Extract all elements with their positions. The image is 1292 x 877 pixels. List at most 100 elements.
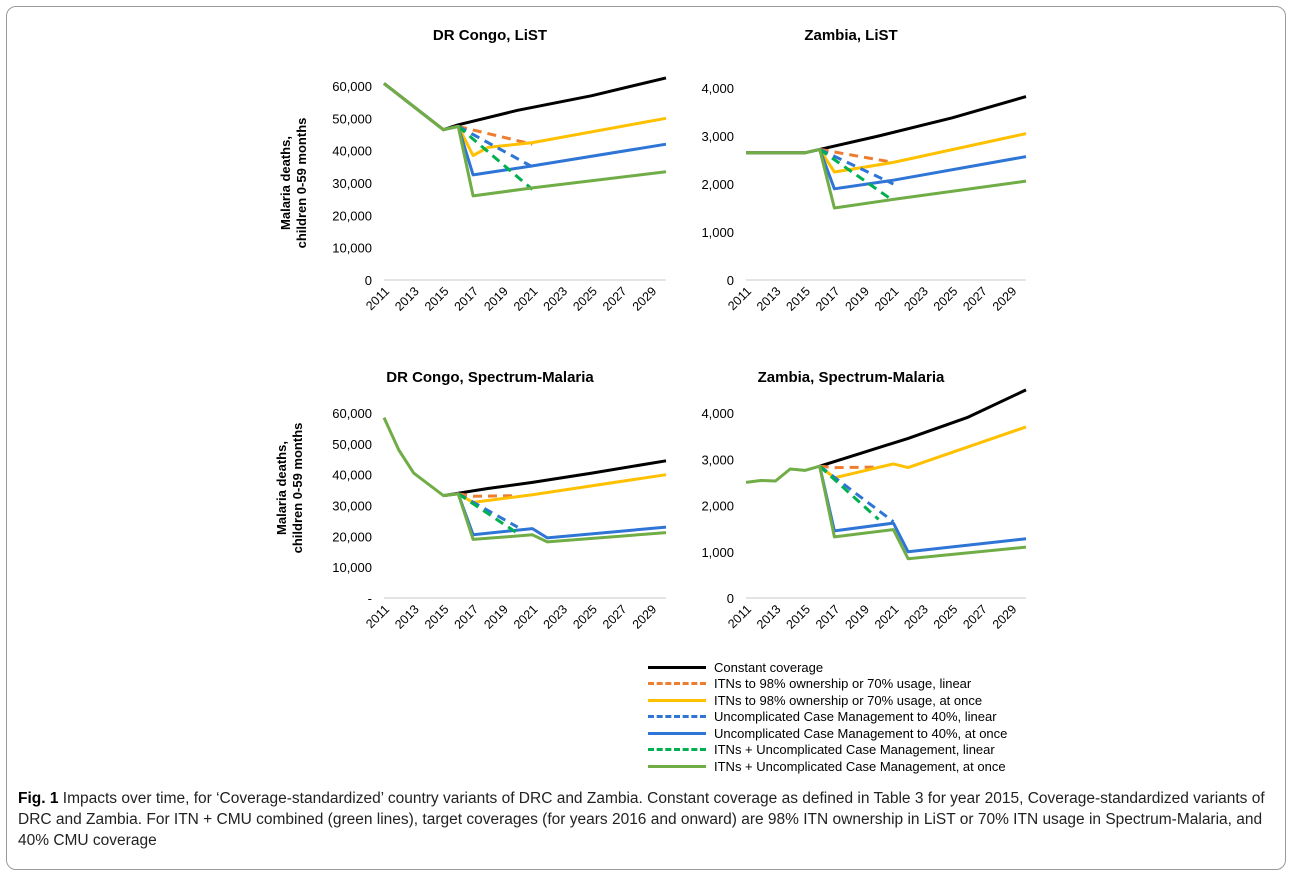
y-tick-label: 10,000	[332, 560, 372, 575]
y-tick-label: 20,000	[332, 529, 372, 544]
x-tick-label: 2011	[725, 284, 754, 313]
y-tick-label: -	[368, 591, 372, 606]
legend-label: ITNs + Uncomplicated Case Management, li…	[714, 742, 995, 758]
x-tick-label: 2017	[813, 602, 843, 632]
x-tick-label: 2027	[960, 602, 990, 632]
y-axis-label-line: children 0-59 months	[290, 423, 305, 554]
x-tick-label: 2025	[570, 284, 600, 314]
x-tick-label: 2011	[363, 284, 392, 313]
series-line-cm-lin	[457, 492, 519, 529]
x-tick-label: 2025	[931, 602, 961, 632]
legend-item: Uncomplicated Case Management to 40%, li…	[648, 709, 1068, 726]
legend-item: ITNs to 98% ownership or 70% usage, at o…	[648, 692, 1068, 709]
x-tick-label: 2015	[422, 602, 452, 632]
x-tick-label: 2023	[901, 284, 931, 314]
series-line-comb-once	[382, 416, 667, 544]
caption-text: Impacts over time, for ‘Coverage-standar…	[18, 790, 1265, 849]
y-tick-label: 0	[727, 591, 734, 606]
legend-label: Uncomplicated Case Management to 40%, at…	[714, 725, 1008, 741]
series-line-comb-once	[383, 82, 667, 198]
series-line-itn-lin	[819, 147, 894, 164]
series-line-itn-lin	[457, 124, 533, 146]
y-tick-label: 2,000	[701, 499, 734, 514]
y-tick-label: 0	[727, 273, 734, 288]
series-line-cm-once	[804, 147, 1027, 191]
chart-drc-list: DR Congo, LiST Malaria deaths,children 0-…	[278, 27, 667, 314]
y-tick-label: 3,000	[701, 452, 734, 467]
y-axis-label: Malaria deaths,children 0-59 months	[278, 118, 309, 249]
legend-label: ITNs + Uncomplicated Case Management, at…	[714, 758, 1006, 774]
legend-swatch	[648, 715, 706, 719]
legend-swatch	[648, 665, 706, 669]
legend-item: Uncomplicated Case Management to 40%, at…	[648, 725, 1068, 742]
x-tick-label: 2021	[511, 284, 541, 314]
x-tick-label: 2013	[754, 602, 784, 632]
x-tick-label: 2011	[725, 602, 754, 631]
y-tick-label: 4,000	[701, 406, 734, 421]
x-tick-label: 2023	[541, 284, 571, 314]
y-tick-label: 30,000	[332, 499, 372, 514]
y-axis-label-line: Malaria deaths,	[274, 441, 289, 535]
x-tick-label: 2017	[813, 284, 843, 314]
chart-panel-zambia-list: Zambia, LiST 0 1,000 2,000 3,000 4,000 2011 201…	[688, 18, 1088, 353]
y-tick-label: 1,000	[701, 545, 734, 560]
chart-panel-drc-list: DR Congo, LiST Malaria deaths,children 0-…	[268, 18, 688, 353]
x-tick-label: 2027	[600, 284, 630, 314]
series-line-comb-lin	[457, 125, 534, 191]
x-tick-label: 2019	[481, 284, 511, 314]
x-tick-label: 2027	[960, 284, 990, 314]
series-line-cm-once	[443, 124, 667, 177]
series-line-itn-lin	[819, 464, 879, 470]
legend-item: ITNs to 98% ownership or 70% usage, line…	[648, 676, 1068, 693]
y-axis-label-line: Malaria deaths,	[278, 136, 293, 230]
series-line-constant	[819, 388, 1027, 468]
x-tick-label: 2023	[541, 602, 571, 632]
y-tick-label: 40,000	[332, 144, 372, 159]
x-tick-label: 2025	[931, 284, 961, 314]
chart-title: DR Congo, Spectrum-Malaria	[386, 369, 594, 386]
legend-swatch	[648, 698, 706, 702]
series-line-comb-once	[745, 464, 1027, 561]
figure-caption: Fig. 1 Impacts over time, for ‘Coverage-…	[18, 788, 1273, 851]
chart-title: DR Congo, LiST	[433, 27, 547, 44]
legend-swatch	[648, 682, 706, 686]
series-line-comb-lin	[818, 465, 880, 521]
y-tick-label: 10,000	[332, 241, 372, 256]
legend-label: Constant coverage	[714, 659, 824, 675]
chart-title: Zambia, LiST	[804, 27, 897, 44]
x-tick-label: 2013	[392, 284, 422, 314]
x-tick-label: 2017	[452, 602, 482, 632]
chart-drc-spectrum: DR Congo, Spectrum-Malaria Malaria deaths…	[274, 369, 667, 632]
y-tick-label: 4,000	[701, 81, 734, 96]
figure-label: Fig. 1	[18, 790, 59, 807]
legend-label: ITNs to 98% ownership or 70% usage, line…	[714, 676, 972, 692]
series-line-itn-lin	[457, 492, 518, 498]
x-tick-label: 2017	[452, 284, 482, 314]
legend: Constant coverage ITNs to 98% ownership …	[648, 659, 1068, 775]
series-line-comb-lin	[457, 492, 519, 535]
chart-zambia-spectrum: Zambia, Spectrum-Malaria 0 1,000 2,000 3,000…	[701, 369, 1027, 632]
legend-label: ITNs to 98% ownership or 70% usage, at o…	[714, 692, 983, 708]
legend-item: ITNs + Uncomplicated Case Management, li…	[648, 742, 1068, 759]
x-tick-label: 2019	[842, 602, 872, 632]
y-tick-label: 0	[365, 273, 372, 288]
y-axis-label-line: children 0-59 months	[294, 118, 309, 249]
y-tick-label: 60,000	[332, 406, 372, 421]
chart-title: Zambia, Spectrum-Malaria	[758, 369, 945, 386]
y-tick-label: 20,000	[332, 208, 372, 223]
x-tick-label: 2015	[422, 284, 452, 314]
legend-swatch	[648, 731, 706, 735]
figure-frame	[6, 6, 1286, 870]
legend-swatch	[648, 764, 706, 768]
series-line-constant	[746, 95, 1027, 155]
chart-panel-drc-spectrum: DR Congo, Spectrum-Malaria Malaria deaths…	[268, 358, 688, 663]
y-tick-label: 40,000	[332, 468, 372, 483]
x-tick-label: 2019	[481, 602, 511, 632]
x-tick-label: 2027	[600, 602, 630, 632]
x-tick-label: 2015	[784, 284, 814, 314]
y-tick-label: 30,000	[332, 176, 372, 191]
series-line-cm-lin	[819, 148, 895, 186]
x-tick-label: 2015	[784, 602, 814, 632]
legend-swatch	[648, 748, 706, 752]
